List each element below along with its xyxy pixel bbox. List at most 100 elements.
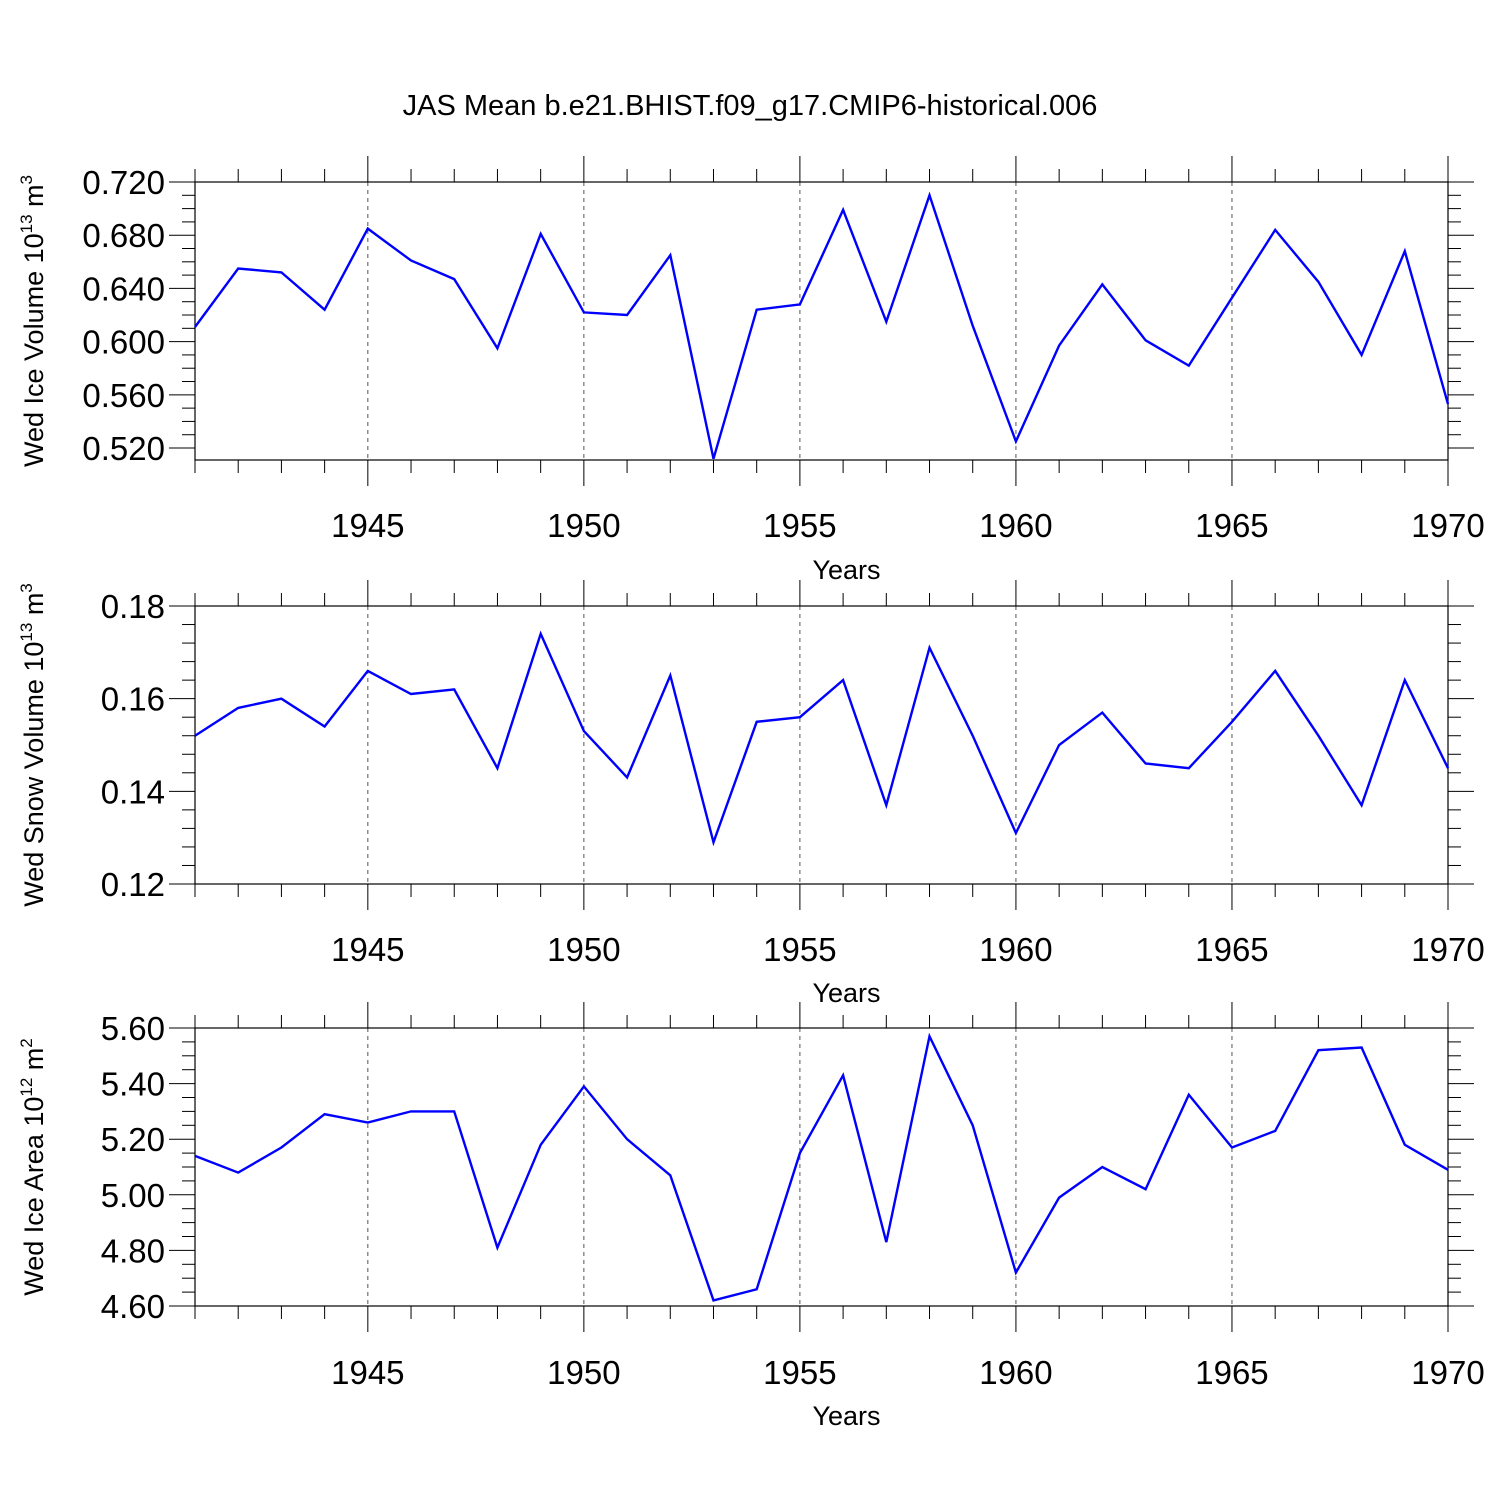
x-tick-label: 1960 — [979, 1354, 1052, 1391]
data-point — [238, 707, 239, 708]
data-point — [972, 325, 973, 326]
data-point — [627, 777, 628, 778]
data-point — [1448, 768, 1449, 769]
data-point — [583, 1086, 584, 1087]
data-point — [281, 698, 282, 699]
data-point — [411, 260, 412, 261]
data-point — [627, 315, 628, 316]
series-line — [194, 1032, 1449, 1302]
data-point — [929, 647, 930, 648]
plot-frame — [194, 605, 1449, 885]
data-point — [1145, 1189, 1146, 1190]
x-axis-title: Years — [812, 1401, 880, 1431]
data-point — [886, 1242, 887, 1243]
data-point — [1015, 441, 1016, 442]
x-tick-label: 1955 — [763, 1354, 836, 1391]
data-point — [929, 195, 930, 196]
x-tick-label: 1945 — [331, 507, 404, 544]
y-tick-label: 5.00 — [101, 1177, 165, 1214]
data-point — [1188, 1094, 1189, 1095]
data-point — [756, 309, 757, 310]
data-point — [1059, 345, 1060, 346]
x-tick-label: 1965 — [1195, 507, 1268, 544]
data-point — [713, 842, 714, 843]
y-tick-label: 0.680 — [82, 217, 165, 254]
data-point — [670, 255, 671, 256]
data-point — [713, 458, 714, 459]
y-tick-label: 0.640 — [82, 270, 165, 307]
data-point — [1361, 805, 1362, 806]
data-point — [411, 1111, 412, 1112]
y-tick-label: 0.12 — [101, 866, 165, 903]
data-point — [713, 1300, 714, 1301]
y-tick-label: 5.40 — [101, 1066, 165, 1103]
y-tick-label: 4.80 — [101, 1232, 165, 1269]
data-point — [367, 228, 368, 229]
data-point — [195, 326, 196, 327]
panel-1: 0.520 0.560 0.600 0.640 0.680 0.720 1945 1950 19… — [17, 156, 1485, 585]
data-point — [583, 731, 584, 732]
x-tick-label: 1965 — [1195, 1354, 1268, 1391]
x-axis-title: Years — [812, 555, 880, 585]
panel-3: 4.60 4.80 5.00 5.20 5.40 5.60 1945 1950 1955 1960… — [17, 1002, 1485, 1431]
y-tick-label: 0.600 — [82, 324, 165, 361]
data-point — [497, 348, 498, 349]
data-point — [799, 717, 800, 718]
y-axis-title: Wed Snow Volume 1013 m3 — [17, 583, 49, 907]
x-tick-label: 1950 — [547, 1354, 620, 1391]
data-point — [454, 689, 455, 690]
data-point — [972, 735, 973, 736]
x-tick-label: 1970 — [1411, 1354, 1484, 1391]
data-point — [1231, 721, 1232, 722]
x-tick-label: 1945 — [331, 1354, 404, 1391]
data-point — [1145, 340, 1146, 341]
data-point — [1145, 763, 1146, 764]
data-point — [367, 670, 368, 671]
y-axis-title: Wed Ice Volume 1013 m3 — [17, 175, 49, 467]
data-point — [540, 1144, 541, 1145]
data-point — [1102, 284, 1103, 285]
x-tick-label: 1960 — [979, 931, 1052, 968]
data-point — [1188, 768, 1189, 769]
data-point — [411, 694, 412, 695]
series-line — [194, 191, 1450, 460]
data-point — [238, 268, 239, 269]
data-point — [886, 805, 887, 806]
panel-2: 0.12 0.14 0.16 0.18 1945 1950 1955 1960 1965 1970… — [17, 580, 1485, 1008]
plot-frame — [194, 181, 1449, 461]
data-point — [1361, 354, 1362, 355]
data-point — [497, 768, 498, 769]
data-point — [1318, 735, 1319, 736]
y-axis-title: Wed Ice Area 1012 m2 — [17, 1038, 49, 1296]
data-point — [627, 1139, 628, 1140]
data-point — [454, 1111, 455, 1112]
data-point — [497, 1247, 498, 1248]
data-point — [1318, 281, 1319, 282]
x-tick-label: 1970 — [1411, 507, 1484, 544]
x-tick-label: 1955 — [763, 507, 836, 544]
data-point — [1404, 680, 1405, 681]
data-point — [1318, 1050, 1319, 1051]
y-tick-label: 0.18 — [101, 588, 165, 625]
data-point — [756, 721, 757, 722]
data-point — [1015, 833, 1016, 834]
data-point — [799, 1153, 800, 1154]
y-tick-label: 4.60 — [101, 1288, 165, 1325]
data-point — [281, 1147, 282, 1148]
data-point — [1059, 1197, 1060, 1198]
data-point — [670, 1175, 671, 1176]
data-point — [929, 1036, 930, 1037]
data-point — [324, 1114, 325, 1115]
x-tick-label: 1945 — [331, 931, 404, 968]
data-point — [195, 735, 196, 736]
y-tick-label: 0.520 — [82, 430, 165, 467]
data-point — [454, 279, 455, 280]
x-tick-label: 1950 — [547, 931, 620, 968]
y-tick-label: 0.720 — [82, 164, 165, 201]
x-tick-label: 1955 — [763, 931, 836, 968]
x-tick-label: 1970 — [1411, 931, 1484, 968]
data-point — [1275, 1130, 1276, 1131]
y-tick-label: 0.560 — [82, 377, 165, 414]
y-tick-label: 5.60 — [101, 1010, 165, 1047]
